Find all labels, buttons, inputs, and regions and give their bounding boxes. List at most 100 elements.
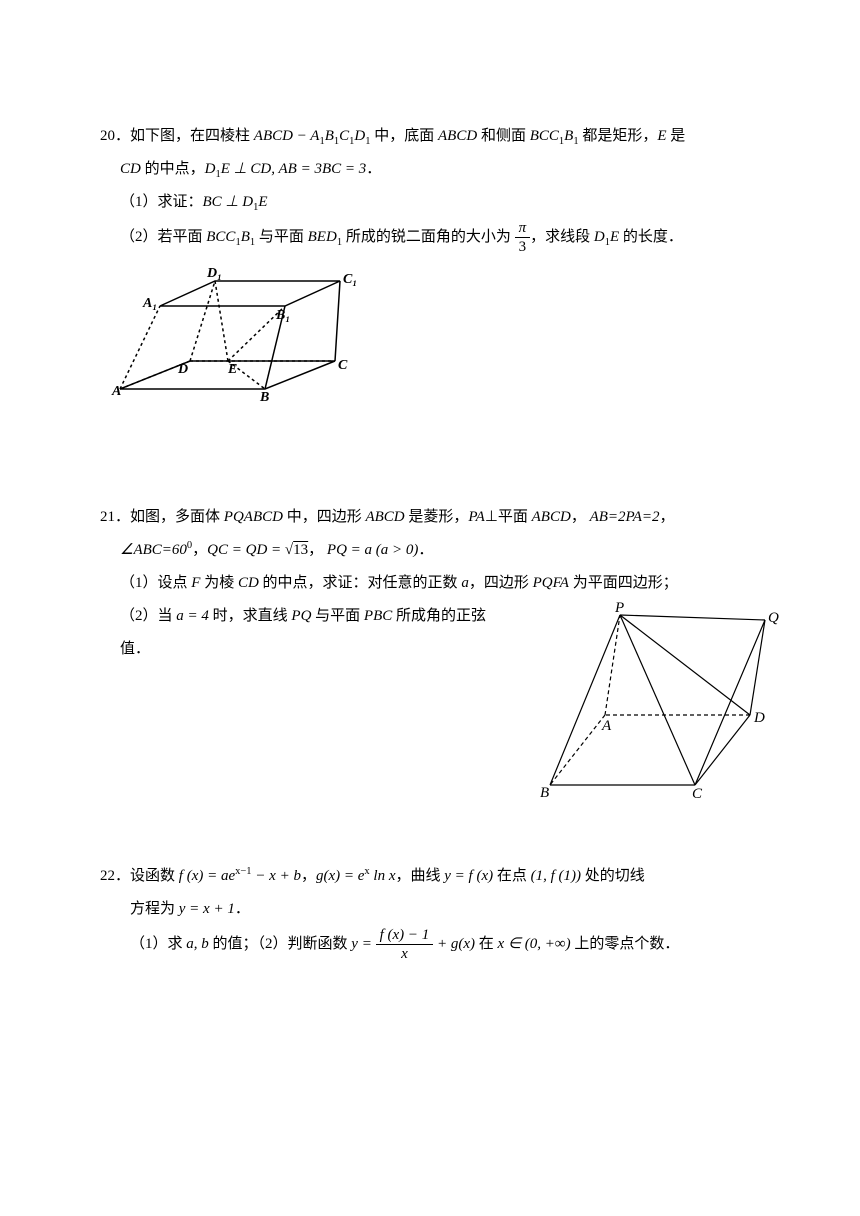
text: ，四边形 <box>469 575 533 591</box>
text: ， <box>192 542 207 558</box>
label-D: D <box>753 710 765 726</box>
math: ABCD − A <box>254 128 320 144</box>
label-D: D <box>177 362 188 377</box>
math: B <box>564 128 573 144</box>
label-Q: Q <box>768 610 779 626</box>
p20-number: 20． <box>100 128 130 144</box>
text: 和侧面 <box>477 128 530 144</box>
math: ABCD <box>365 509 404 525</box>
sqrt-val: 13 <box>293 542 308 558</box>
math: CD <box>120 161 141 177</box>
fraction: f (x) − 1x <box>376 926 434 963</box>
text: ， <box>571 509 586 525</box>
math: PA <box>468 509 484 525</box>
numerator: f (x) − 1 <box>376 926 434 945</box>
math: y = x + 1 <box>179 901 235 917</box>
p21-line1: 21．如图，多面体 PQABCD 中，四边形 ABCD 是菱形，PA⊥平面 AB… <box>100 501 780 534</box>
math: a, b <box>186 936 209 952</box>
label-B: B <box>259 390 269 401</box>
label-E: E <box>227 362 237 377</box>
label-P: P <box>614 600 624 616</box>
math: a <box>461 575 469 591</box>
math: E <box>258 194 267 210</box>
math: ∠ABC=60 <box>120 542 187 558</box>
math: D <box>594 229 605 245</box>
label-B: B <box>540 785 549 800</box>
math: BCC <box>206 229 235 245</box>
label-B1: B₁ <box>275 308 290 323</box>
denominator: 3 <box>515 238 531 256</box>
text: 的中点， <box>141 161 205 177</box>
math: g(x) = e <box>316 868 364 884</box>
p20-figure: A B C D E A₁ D₁ C₁ B₁ <box>110 261 370 401</box>
text: 是 <box>667 128 686 144</box>
text: 如下图，在四棱柱 <box>130 128 254 144</box>
math: B <box>241 229 250 245</box>
math: ABCD <box>532 509 571 525</box>
denominator: x <box>376 945 434 963</box>
p22-q: （1）求 a, b 的值；（2）判断函数 y = f (x) − 1x + g(… <box>100 926 780 963</box>
p20-line2: CD 的中点，D1E ⊥ CD, AB = 3BC = 3． <box>100 153 780 186</box>
math: y = f (x) <box>444 868 493 884</box>
label-A: A <box>601 718 612 734</box>
text: ， <box>660 509 675 525</box>
problem-22: 22．设函数 f (x) = aex−1 − x + b，g(x) = ex l… <box>100 860 780 963</box>
math: x ∈ (0, +∞) <box>498 936 571 952</box>
math: BC ⊥ D <box>203 194 254 210</box>
math: PQ = a (a > 0) <box>327 542 418 558</box>
text: ， <box>308 542 323 558</box>
p21-number: 21． <box>100 509 130 525</box>
text: 与平面 <box>255 229 308 245</box>
text: 中，四边形 <box>283 509 366 525</box>
p22-number: 22． <box>100 868 130 884</box>
text: 所成的锐二面角的大小为 <box>342 229 515 245</box>
text: ． <box>418 542 433 558</box>
math: CD <box>238 575 259 591</box>
p20-q1: （1）求证：BC ⊥ D1E <box>100 186 780 219</box>
math: AB=2PA=2 <box>590 509 660 525</box>
text: 设函数 <box>130 868 179 884</box>
text: 在点 <box>493 868 531 884</box>
math: y = <box>351 936 375 952</box>
sqrt-symbol: √ <box>285 542 293 558</box>
sup: x−1 <box>235 866 251 877</box>
label-C1: C₁ <box>343 272 357 287</box>
label-C: C <box>338 358 348 373</box>
text: 如图，多面体 <box>130 509 224 525</box>
text: 处的切线 <box>581 868 645 884</box>
math: C <box>339 128 349 144</box>
math: E <box>657 128 666 144</box>
text: ⊥平面 <box>485 509 532 525</box>
text: ，求线段 <box>530 229 594 245</box>
text: 是菱形， <box>405 509 469 525</box>
text: 的值；（2）判断函数 <box>209 936 352 952</box>
problem-21: 21．如图，多面体 PQABCD 中，四边形 ABCD 是菱形，PA⊥平面 AB… <box>100 501 780 800</box>
p21-line2: ∠ABC=600，QC = QD = √13， PQ = a (a > 0)． <box>100 534 780 567</box>
text: 上的零点个数． <box>571 936 680 952</box>
text: ，曲线 <box>396 868 445 884</box>
math: E <box>610 229 619 245</box>
math: PQABCD <box>224 509 283 525</box>
math: + g(x) <box>433 936 475 952</box>
p22-line1: 22．设函数 f (x) = aex−1 − x + b，g(x) = ex l… <box>100 860 780 893</box>
fraction-pi-3: π3 <box>515 219 531 256</box>
text: 为棱 <box>200 575 238 591</box>
label: （1）求证： <box>120 194 203 210</box>
text: （2）当 <box>120 608 176 624</box>
label-A: A <box>111 384 121 399</box>
label-C: C <box>692 786 703 800</box>
p21-q1: （1）设点 F 为棱 CD 的中点，求证：对任意的正数 a，四边形 PQFA 为… <box>100 567 780 600</box>
text: （1）设点 <box>120 575 191 591</box>
math: D <box>205 161 216 177</box>
text: 都是矩形， <box>579 128 658 144</box>
math: f (x) = ae <box>179 868 235 884</box>
math: BED <box>308 229 337 245</box>
text: 的长度． <box>619 229 683 245</box>
label-A1: A₁ <box>142 296 157 311</box>
p20-q2: （2）若平面 BCC1B1 与平面 BED1 所成的锐二面角的大小为 π3，求线… <box>100 219 780 256</box>
text: 在 <box>475 936 498 952</box>
problem-20: 20．如下图，在四棱柱 ABCD − A1B1C1D1 中，底面 ABCD 和侧… <box>100 120 780 401</box>
p20-line1: 20．如下图，在四棱柱 ABCD − A1B1C1D1 中，底面 ABCD 和侧… <box>100 120 780 153</box>
math: E ⊥ CD, AB = 3BC = 3 <box>221 161 367 177</box>
label: （2）若平面 <box>120 229 206 245</box>
